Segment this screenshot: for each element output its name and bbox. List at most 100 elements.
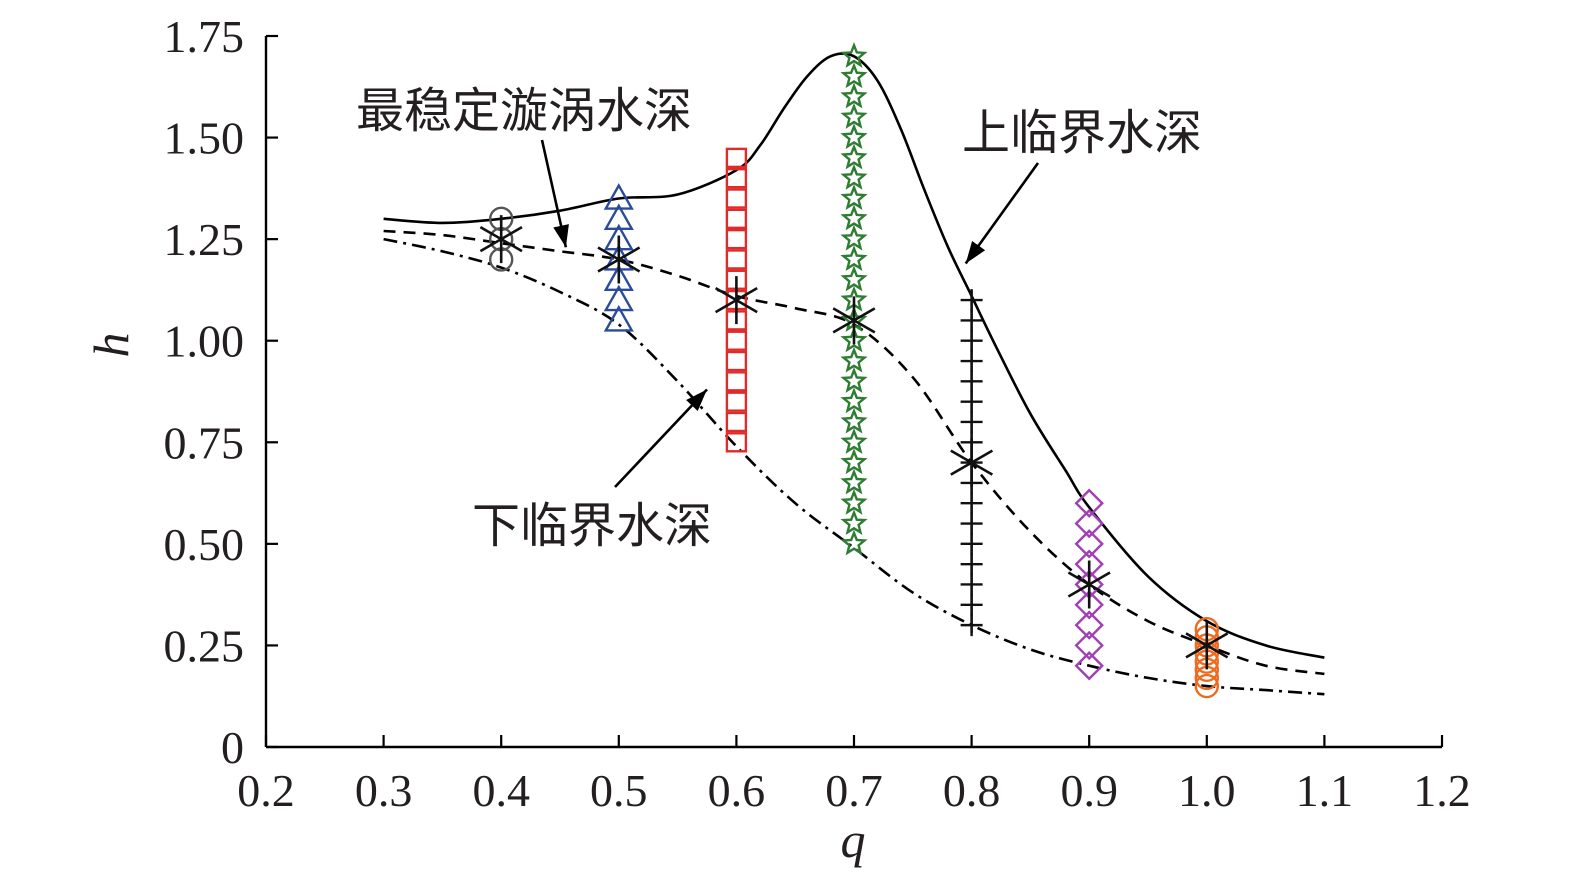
lower-critical-curve	[383, 237, 1325, 696]
stable-vortex-curve	[383, 229, 1325, 676]
x-tick-label: 0.4	[472, 765, 530, 816]
stable-point-asterisk	[1185, 621, 1229, 670]
x-tick-label: 0.9	[1060, 765, 1118, 816]
square-marker	[725, 249, 748, 270]
markers	[489, 42, 1220, 699]
marker-series-plus	[960, 289, 983, 637]
y-tick-label: 0.50	[164, 519, 245, 570]
square-marker	[725, 432, 748, 453]
annotation-upper-critical: 上临界水深	[962, 105, 1202, 161]
star-marker	[840, 407, 868, 434]
plus-marker	[960, 329, 983, 352]
star-marker	[840, 428, 868, 454]
square-marker	[725, 167, 748, 189]
star-marker	[840, 42, 868, 68]
y-ticks: 0 0.25 0.50 0.75 1.00 1.25 1.50 1.75	[164, 11, 278, 773]
stable-point-asterisk	[1067, 560, 1111, 609]
plus-marker	[960, 350, 983, 373]
arrow-head	[553, 224, 569, 248]
star-marker	[840, 245, 868, 272]
star-marker	[840, 265, 868, 292]
plus-marker	[960, 370, 983, 393]
square-marker	[725, 391, 748, 412]
diamond-marker	[1074, 651, 1104, 681]
star-marker	[840, 103, 868, 129]
y-axis-title: h	[83, 333, 139, 358]
x-axis-title: q	[841, 812, 866, 868]
plus-marker	[960, 593, 983, 616]
marker-series-star	[840, 42, 868, 556]
x-tick-label: 0.5	[590, 765, 648, 816]
arrow-head	[965, 241, 986, 264]
plus-marker	[960, 410, 983, 433]
stable-point-asterisk	[832, 296, 876, 345]
star-marker	[840, 387, 868, 414]
marker-series-square	[725, 147, 748, 453]
y-tick-label: 1.25	[164, 214, 245, 265]
triangle-marker	[603, 183, 634, 210]
star-marker	[840, 163, 868, 190]
star-marker	[840, 224, 868, 251]
plus-marker	[960, 492, 983, 515]
annotation-arrow	[614, 388, 708, 488]
plus-marker	[960, 614, 983, 637]
plus-marker	[960, 553, 983, 576]
plus-marker	[960, 390, 983, 413]
triangle-marker	[603, 264, 634, 291]
x-tick-label: 0.3	[355, 765, 413, 816]
annotation-lower-critical: 下临界水深	[472, 498, 712, 554]
square-marker	[725, 350, 748, 372]
circle-marker	[1194, 673, 1220, 699]
plus-marker	[960, 573, 983, 596]
x-tick-label: 1.1	[1296, 765, 1354, 816]
stable-point-asterisk	[597, 235, 641, 284]
square-marker	[725, 411, 748, 433]
stable-points	[479, 215, 1229, 670]
square-marker	[725, 188, 748, 209]
x-tick-label: 0.7	[825, 765, 883, 816]
diamond-marker	[1074, 488, 1104, 518]
star-marker	[840, 366, 868, 393]
star-marker	[840, 326, 868, 353]
x-tick-label: 0.6	[708, 765, 766, 816]
star-marker	[840, 204, 868, 231]
star-marker	[840, 509, 868, 536]
stable-point-asterisk	[714, 276, 758, 325]
x-tick-label: 0.2	[237, 765, 295, 816]
diamond-marker	[1074, 610, 1104, 640]
y-tick-label: 0.75	[164, 417, 245, 468]
diamond-marker	[1074, 590, 1104, 620]
stable-point-asterisk	[479, 215, 523, 264]
star-marker	[840, 123, 868, 150]
plus-marker	[960, 512, 983, 535]
star-marker	[840, 468, 868, 495]
star-marker	[840, 82, 868, 109]
diamond-marker	[1074, 508, 1104, 539]
plus-marker	[960, 309, 983, 332]
arrow-head	[686, 389, 707, 411]
diamond-marker	[1074, 529, 1104, 559]
star-marker	[840, 448, 868, 475]
star-marker	[840, 488, 868, 515]
y-tick-label: 1.50	[164, 113, 245, 164]
square-marker	[725, 228, 748, 250]
x-ticks: 0.2 0.3 0.4 0.5 0.6 0.7 0.8 0.9 1.0 1.1 1.2	[237, 735, 1471, 816]
plus-marker	[960, 532, 983, 555]
star-marker	[840, 62, 868, 89]
plus-marker	[960, 289, 983, 312]
x-tick-label: 0.8	[943, 765, 1001, 816]
y-tick-label: 1.75	[164, 11, 245, 62]
triangle-marker	[603, 284, 634, 312]
annotation-stable-vortex: 最稳定漩涡水深	[356, 83, 692, 139]
star-marker	[840, 143, 868, 170]
square-marker	[725, 147, 748, 169]
stable-point-asterisk	[950, 438, 994, 487]
y-tick-label: 1.00	[164, 316, 245, 367]
star-marker	[840, 529, 868, 556]
square-marker	[725, 330, 748, 351]
square-marker	[725, 371, 748, 392]
square-marker	[725, 208, 748, 230]
star-marker	[840, 184, 868, 211]
